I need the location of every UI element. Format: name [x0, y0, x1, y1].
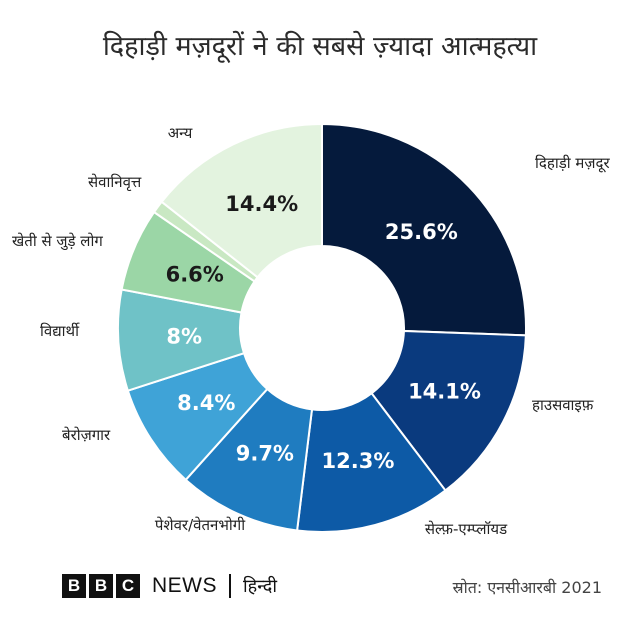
- category-label-4: बेरोज़गार: [62, 426, 111, 444]
- category-label-7: सेवानिवृत्त: [88, 173, 142, 192]
- value-label-1: 14.1%: [408, 380, 481, 404]
- bbc-news-logo: B B C NEWS हिन्दी: [62, 574, 277, 598]
- bbc-letter-b2: B: [89, 574, 113, 598]
- language-label: हिन्दी: [243, 576, 278, 597]
- category-label-3: पेशेवर/वेतनभोगी: [155, 516, 246, 534]
- category-label-8: अन्य: [168, 124, 193, 142]
- bbc-letter-c: C: [116, 574, 140, 598]
- category-label-6: खेती से जुड़े लोग: [12, 232, 103, 251]
- value-label-8: 14.4%: [225, 192, 298, 216]
- value-label-2: 12.3%: [322, 449, 395, 473]
- category-label-0: दिहाड़ी मज़दूर: [535, 154, 610, 173]
- bbc-letter-b1: B: [62, 574, 86, 598]
- news-wordmark: NEWS: [152, 574, 217, 597]
- donut-slice-1: [370, 329, 527, 492]
- value-label-4: 8.4%: [177, 391, 235, 415]
- value-label-6: 6.6%: [166, 263, 224, 287]
- source-note: स्रोत: एनसीआरबी 2021: [452, 578, 602, 597]
- category-label-2: सेल्फ़-एम्प्लॉयड: [425, 520, 508, 538]
- donut-slice-0: [321, 122, 527, 337]
- chart-title: दिहाड़ी मज़दूरों ने की सबसे ज़्यादा आत्म…: [102, 31, 538, 62]
- value-label-0: 25.6%: [385, 220, 458, 244]
- category-label-5: विद्यार्थी: [40, 322, 80, 340]
- logo-separator: [229, 574, 231, 598]
- donut-slice-2: [295, 391, 447, 533]
- donut-slice-8: [160, 122, 323, 279]
- category-label-1: हाउसवाइफ़: [532, 396, 594, 414]
- value-label-5: 8%: [166, 324, 202, 348]
- value-label-3: 9.7%: [236, 442, 294, 466]
